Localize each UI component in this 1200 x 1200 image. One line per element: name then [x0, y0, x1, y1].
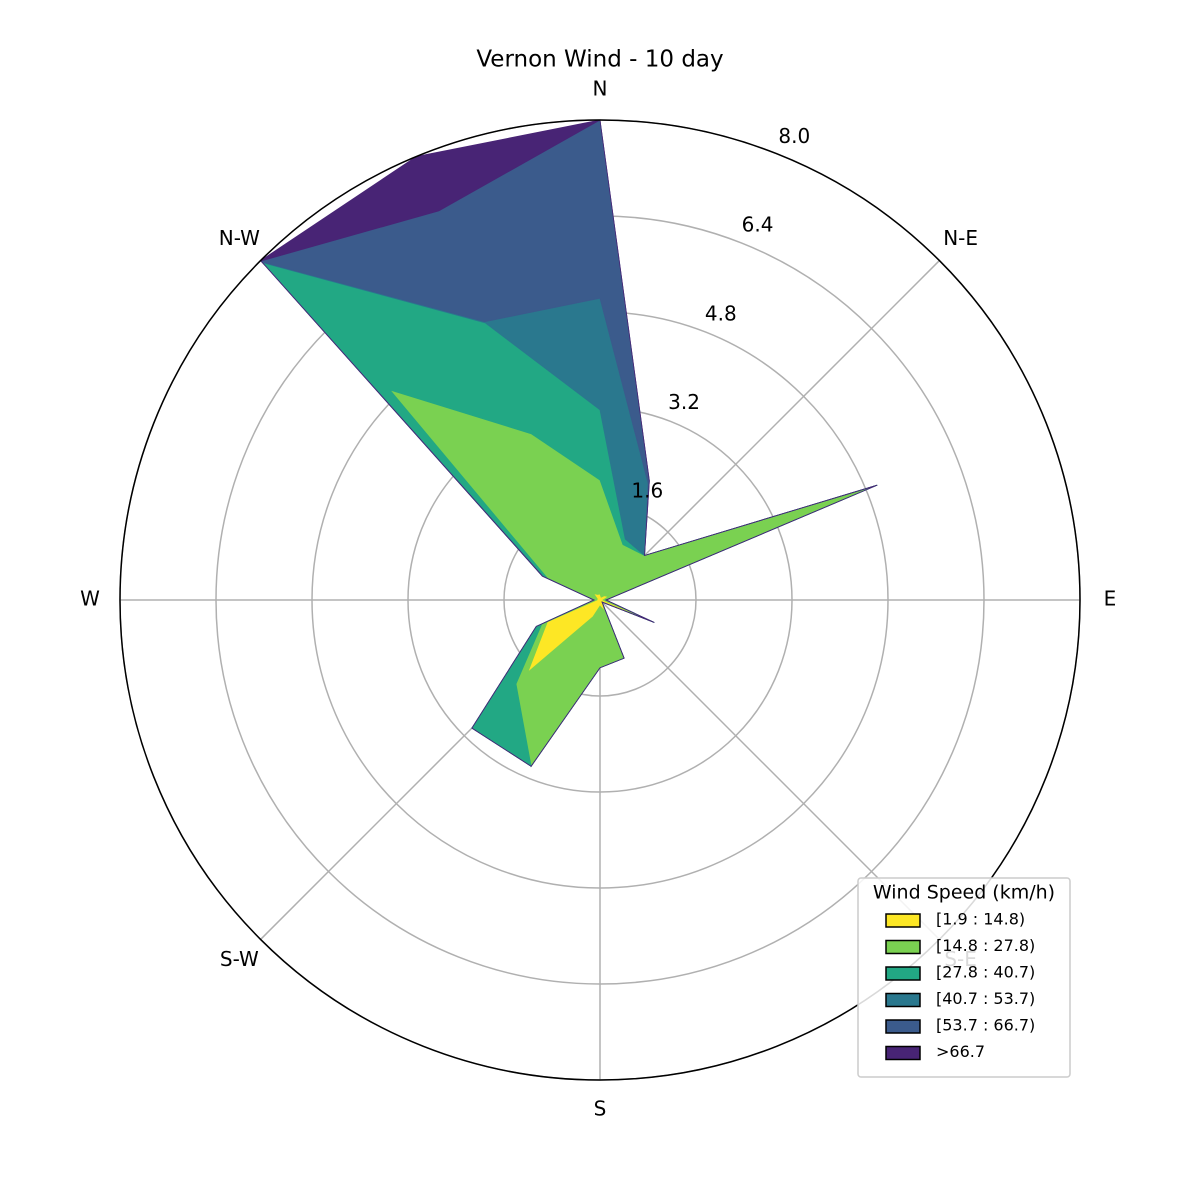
- wind-band: [259, 119, 878, 767]
- chart-title: Vernon Wind - 10 day: [476, 47, 723, 73]
- direction-label: S-W: [220, 947, 259, 971]
- legend-swatch: [885, 992, 921, 1008]
- direction-label: E: [1104, 587, 1117, 611]
- legend-title: Wind Speed (km/h): [873, 882, 1055, 904]
- legend-swatch: [885, 1045, 921, 1061]
- legend-label: [14.8 : 27.8): [936, 936, 1035, 955]
- direction-label: N-E: [943, 226, 978, 250]
- direction-label: N-W: [219, 226, 260, 250]
- r-tick-label: 4.8: [705, 301, 737, 325]
- legend-label: >66.7: [936, 1042, 985, 1061]
- direction-label: W: [80, 587, 100, 611]
- polar-frame: [119, 119, 1081, 1081]
- legend-swatch: [885, 939, 921, 955]
- r-tick-label: 3.2: [668, 390, 700, 414]
- legend-label: [53.7 : 66.7): [936, 1016, 1035, 1035]
- r-tick-label: 8.0: [778, 124, 810, 148]
- direction-label: N: [593, 77, 608, 101]
- legend-label: [1.9 : 14.8): [936, 910, 1025, 929]
- r-tick-label: 1.6: [631, 479, 663, 503]
- legend-label: [27.8 : 40.7): [936, 963, 1035, 982]
- legend-swatch: [885, 913, 921, 928]
- legend-swatch: [885, 1019, 921, 1034]
- r-tick-label: 6.4: [742, 213, 774, 237]
- legend-label: [40.7 : 53.7): [936, 989, 1035, 1008]
- spoke: [599, 260, 940, 601]
- direction-label: S: [594, 1097, 607, 1121]
- legend-swatch: [885, 966, 921, 981]
